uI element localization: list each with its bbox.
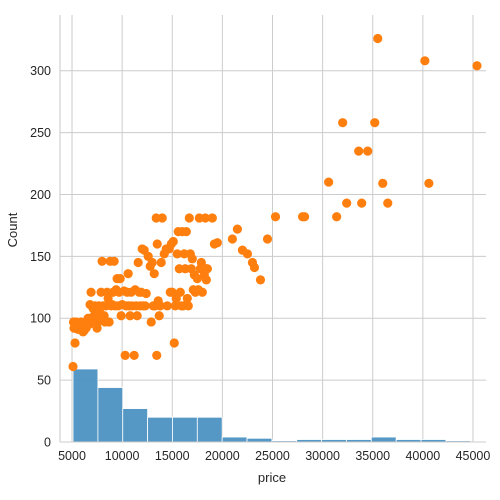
scatter-point <box>332 212 342 222</box>
scatter-point <box>370 118 380 128</box>
scatter-point <box>255 275 266 285</box>
scatter-point <box>192 274 202 284</box>
scatter-point <box>154 311 164 321</box>
scatter-point <box>181 226 191 237</box>
y-tick-label: 150 <box>30 250 51 264</box>
histogram-bar <box>147 416 173 443</box>
scatter-point <box>155 301 165 311</box>
scatter-point <box>168 236 178 247</box>
scatter-point <box>149 269 159 279</box>
grid-layer <box>60 15 486 443</box>
scatter-point <box>140 301 150 311</box>
scatter-point <box>104 317 114 327</box>
scatter-point <box>109 256 119 266</box>
scatter-point <box>420 56 430 66</box>
scatter-point <box>116 311 126 321</box>
x-tick-label: 25000 <box>255 449 290 463</box>
scatter-point <box>242 249 253 259</box>
x-tick-label: 30000 <box>305 449 340 463</box>
scatter-point <box>363 146 373 156</box>
scatter-point <box>183 301 193 311</box>
scatter-point <box>129 350 139 360</box>
scatter-point <box>93 317 103 327</box>
scatter-point <box>357 198 367 208</box>
scatter-point <box>202 264 212 274</box>
scatter-point <box>270 212 281 222</box>
scatter-point <box>212 238 222 248</box>
tick-labels: 5000 10000 15000 20000 25000 30000 35000 40000 4… <box>30 64 490 463</box>
scatter-points <box>68 33 482 372</box>
scatter-point <box>197 287 207 297</box>
y-tick-label: 0 <box>44 436 51 450</box>
scatter-point <box>262 234 273 244</box>
histogram-bar <box>221 436 248 443</box>
scatter-point <box>146 317 156 327</box>
scatter-point <box>182 293 192 304</box>
scatter-point <box>232 224 243 234</box>
histogram-bar <box>172 416 198 443</box>
scatter-point <box>354 146 364 156</box>
scatter-point <box>120 350 130 360</box>
x-tick-label: 45000 <box>456 449 491 463</box>
scatter-point <box>70 338 80 348</box>
scatter-point <box>123 269 133 279</box>
scatter-point <box>299 212 310 222</box>
histogram-bar <box>72 368 99 443</box>
scatter-point <box>141 288 151 299</box>
y-tick-label: 250 <box>30 126 51 140</box>
x-tick-label: 15000 <box>155 449 190 463</box>
x-axis-label: price <box>258 470 286 485</box>
scatter-point <box>172 249 182 259</box>
scatter-point <box>175 287 185 297</box>
scatter-point <box>227 234 238 244</box>
scatter-point <box>424 178 434 188</box>
x-tick-label: 20000 <box>205 449 240 463</box>
scatter-point <box>169 338 179 348</box>
scatter-point <box>338 118 348 128</box>
scatter-point <box>249 262 260 273</box>
histogram-bar <box>370 436 397 443</box>
scatter-point <box>200 213 210 223</box>
scatter-point <box>152 350 162 360</box>
y-tick-label: 300 <box>30 64 51 78</box>
scatter-point <box>201 275 211 285</box>
scatter-point <box>156 257 166 268</box>
histogram-bar <box>246 437 273 443</box>
scatter-point <box>68 361 78 372</box>
histogram-bar <box>97 387 124 443</box>
scatter-point <box>157 213 167 223</box>
scatter-point <box>324 177 334 187</box>
y-axis-label: Count <box>5 212 20 247</box>
y-tick-label: 200 <box>30 188 51 202</box>
scatter-point <box>342 198 352 208</box>
scatter-point <box>162 301 172 311</box>
scatter-point <box>147 257 157 268</box>
scatter-point <box>133 257 143 268</box>
scatter-point <box>97 256 107 266</box>
scatter-point <box>132 311 142 321</box>
scatter-point <box>472 61 482 71</box>
scatter-point <box>378 178 388 188</box>
scatter-point <box>373 33 383 44</box>
y-tick-label: 50 <box>37 374 51 388</box>
histogram-bars <box>72 368 472 443</box>
histogram-bar <box>196 416 223 443</box>
scatter-point <box>125 311 135 321</box>
scatter-point <box>115 274 125 284</box>
x-tick-label: 35000 <box>355 449 390 463</box>
x-tick-label: 5000 <box>58 449 86 463</box>
scatter-point <box>207 213 217 223</box>
scatter-point <box>383 198 393 208</box>
x-tick-label: 40000 <box>405 449 440 463</box>
x-tick-label: 10000 <box>105 449 140 463</box>
scatter-point <box>187 254 197 264</box>
y-tick-label: 100 <box>30 312 51 326</box>
axes-spines <box>59 15 486 443</box>
scatter-point <box>86 287 96 297</box>
scatter-point <box>184 213 194 223</box>
scatter-point <box>152 239 162 249</box>
histogram-bar <box>122 408 149 443</box>
